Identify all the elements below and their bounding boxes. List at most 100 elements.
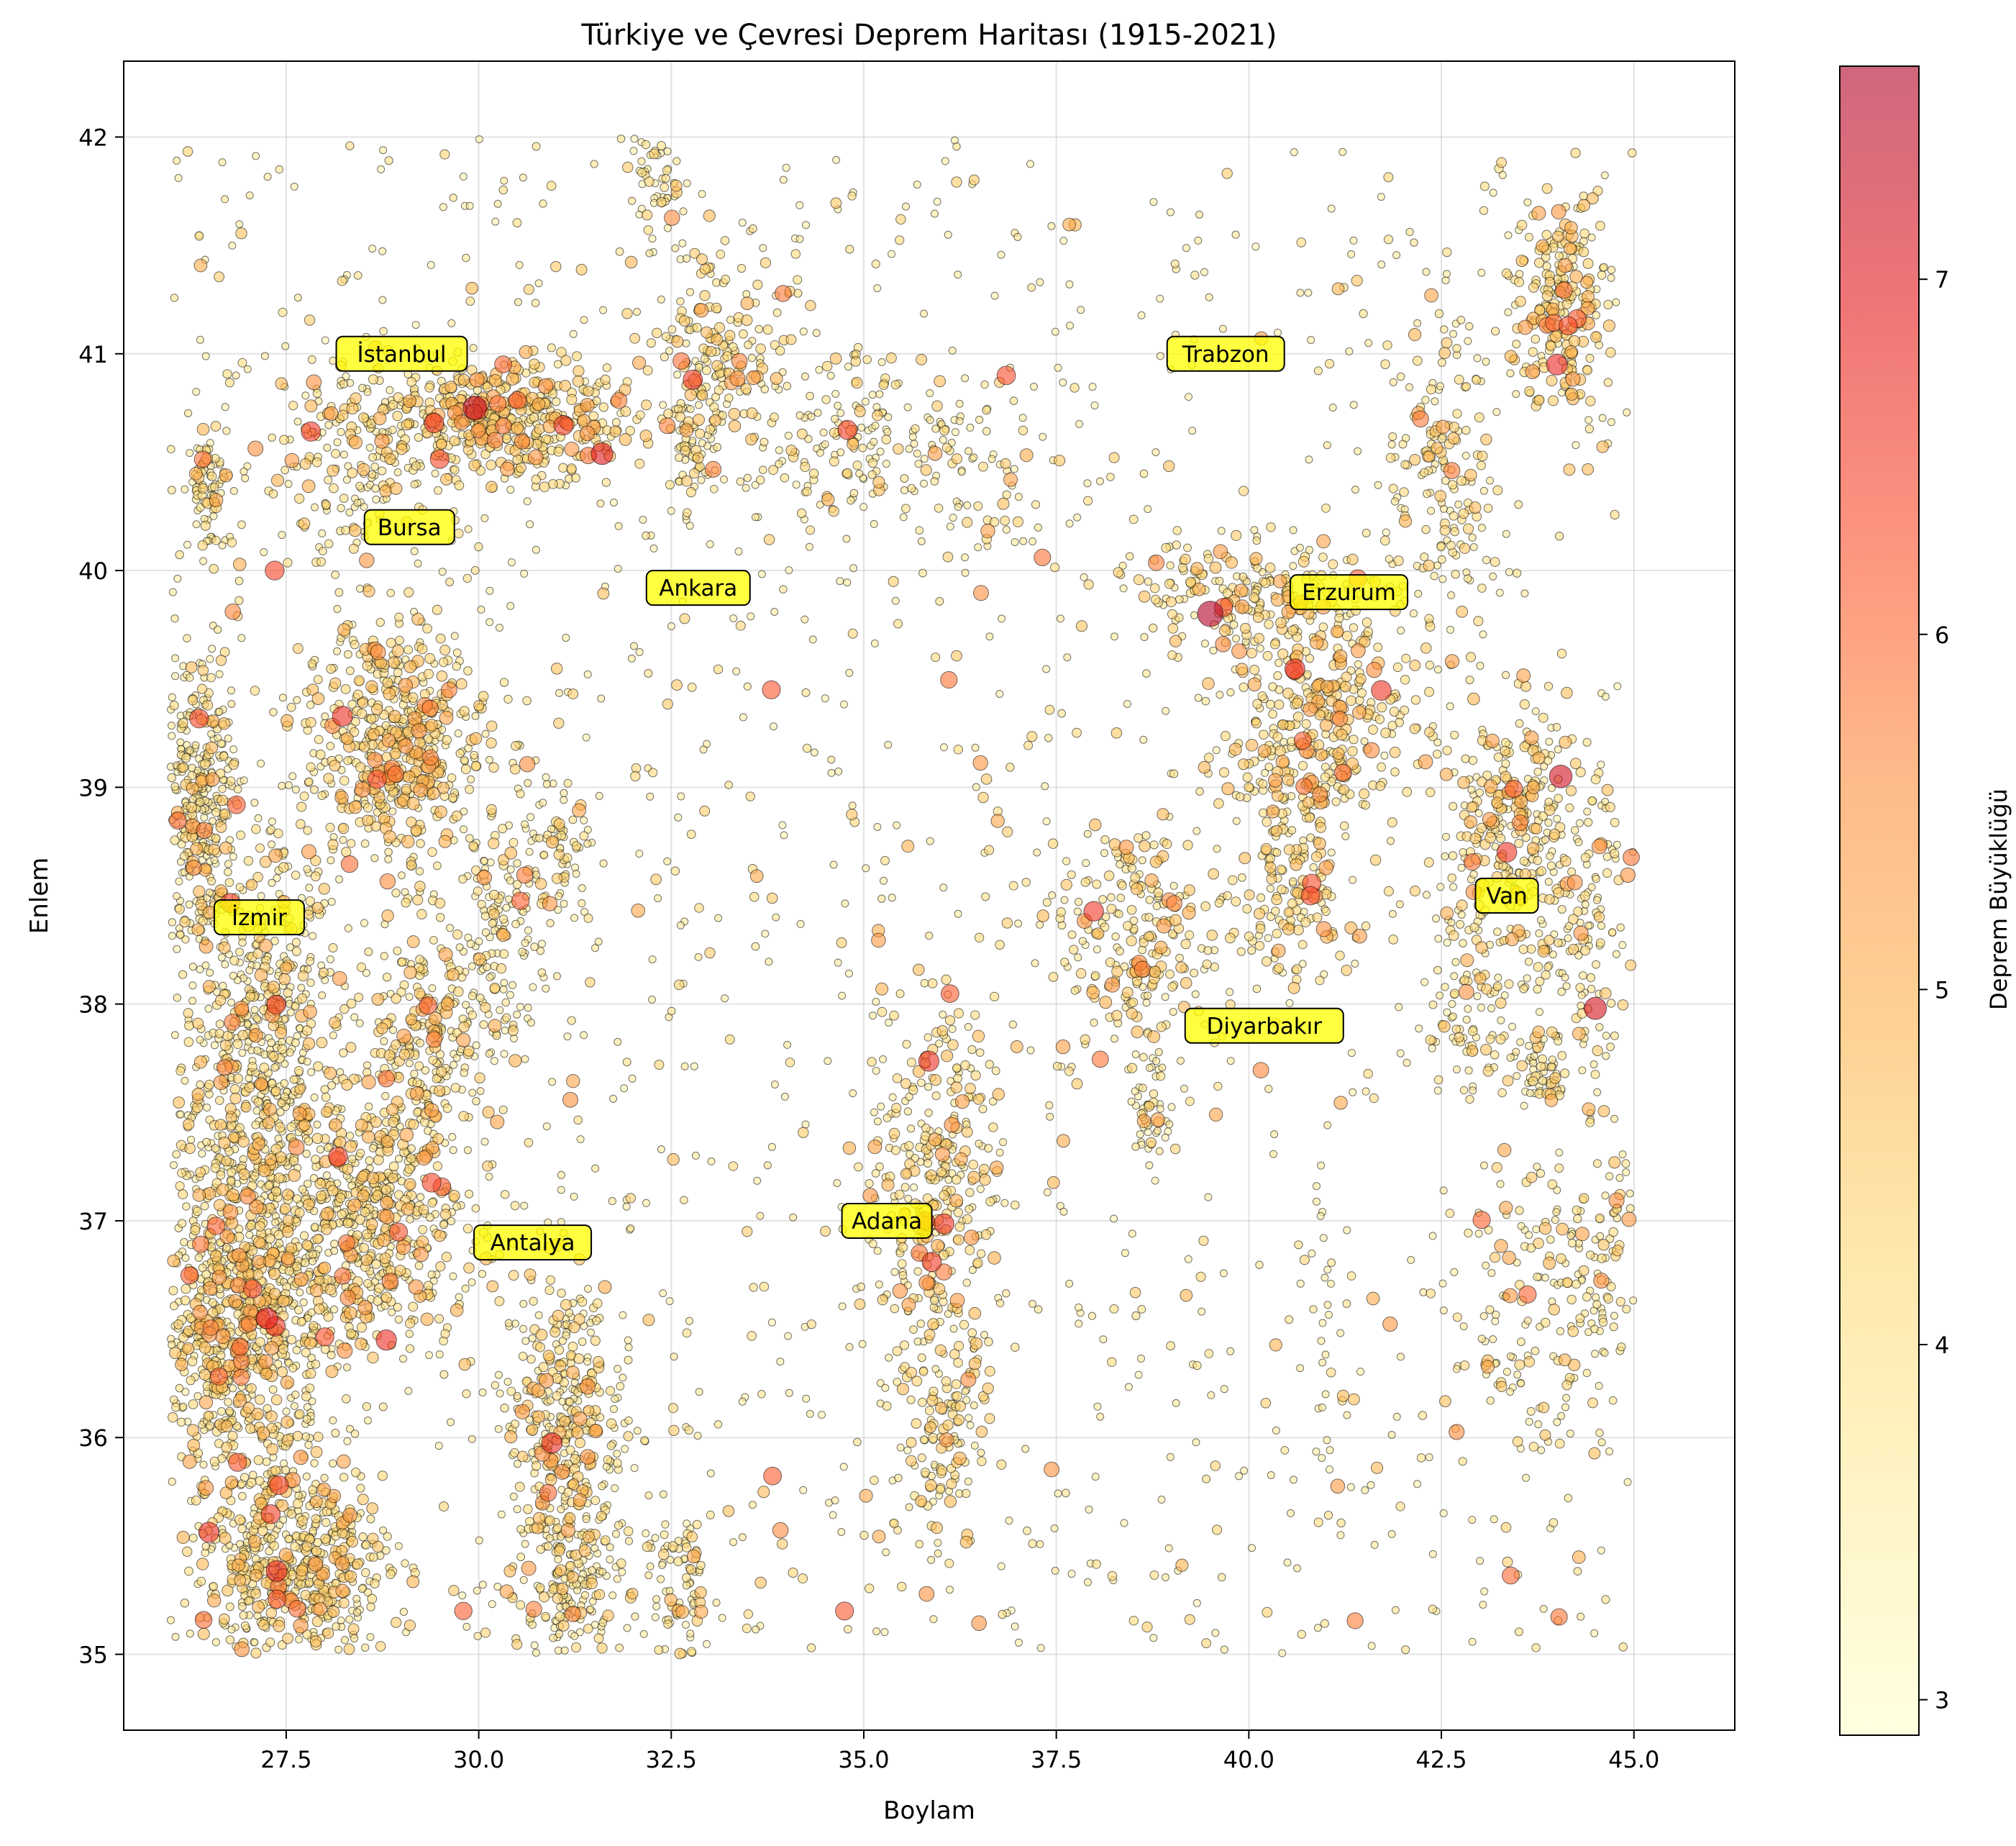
earthquake-point <box>1487 477 1494 484</box>
earthquake-point <box>1237 947 1245 955</box>
earthquake-point <box>195 1254 203 1262</box>
earthquake-point <box>1349 876 1356 883</box>
earthquake-point <box>1132 1311 1140 1319</box>
earthquake-point <box>167 1617 174 1624</box>
earthquake-point <box>1596 1429 1604 1437</box>
earthquake-point <box>292 1391 299 1399</box>
earthquake-point <box>1597 922 1605 929</box>
earthquake-point <box>1294 1565 1301 1572</box>
earthquake-point <box>346 1616 353 1623</box>
earthquake-point <box>944 231 952 238</box>
earthquake-point <box>1075 898 1082 905</box>
earthquake-point <box>913 181 921 188</box>
earthquake-point <box>512 920 520 928</box>
earthquake-point <box>1602 1032 1610 1040</box>
earthquake-point <box>748 354 755 361</box>
earthquake-point <box>871 640 878 647</box>
earthquake-point <box>1464 1005 1472 1012</box>
earthquake-point <box>619 1374 626 1381</box>
earthquake-point <box>1365 340 1372 347</box>
earthquake-point <box>293 1346 301 1354</box>
earthquake-point <box>280 1080 288 1088</box>
earthquake-point <box>411 547 418 555</box>
earthquake-point <box>1613 950 1620 958</box>
earthquake-point <box>366 444 373 451</box>
earthquake-point <box>998 615 1005 622</box>
earthquake-point <box>846 669 853 676</box>
earthquake-point <box>977 1449 985 1456</box>
earthquake-point <box>654 895 662 902</box>
earthquake-point <box>470 751 478 759</box>
earthquake-point <box>975 544 982 551</box>
earthquake-point <box>1227 1058 1234 1065</box>
earthquake-point <box>950 1325 957 1332</box>
earthquake-point <box>1492 327 1500 335</box>
earthquake-point <box>494 200 501 207</box>
earthquake-point <box>507 486 514 494</box>
earthquake-point <box>806 543 813 550</box>
earthquake-point <box>914 1268 922 1276</box>
earthquake-point <box>554 973 561 980</box>
earthquake-point <box>1318 1404 1326 1411</box>
earthquake-point <box>901 486 908 494</box>
earthquake-point <box>1220 1270 1227 1277</box>
earthquake-point <box>998 251 1005 258</box>
earthquake-point <box>1116 947 1124 955</box>
earthquake-point <box>358 1585 366 1593</box>
earthquake-point <box>1367 1481 1374 1488</box>
earthquake-point <box>1192 1439 1200 1446</box>
earthquake-point <box>285 1535 293 1543</box>
earthquake-point <box>1602 1596 1610 1604</box>
earthquake-point <box>619 1311 626 1319</box>
earthquake-point <box>173 994 181 1001</box>
earthquake-point <box>870 1109 877 1116</box>
earthquake-point <box>918 1454 926 1462</box>
earthquake-point <box>554 360 562 368</box>
earthquake-point <box>446 578 454 586</box>
earthquake-point <box>414 433 422 441</box>
earthquake-point <box>439 1221 447 1229</box>
earthquake-point <box>785 567 793 574</box>
earthquake-point <box>1547 1063 1555 1071</box>
earthquake-point <box>465 835 473 842</box>
earthquake-point <box>1523 975 1531 982</box>
earthquake-point <box>532 546 539 553</box>
earthquake-point <box>1003 491 1011 499</box>
earthquake-point <box>1205 1193 1212 1201</box>
earthquake-point <box>506 877 514 884</box>
earthquake-point <box>1601 172 1608 179</box>
earthquake-point <box>224 868 232 876</box>
earthquake-point <box>1031 501 1039 509</box>
earthquake-point <box>1619 1151 1626 1158</box>
earthquake-point <box>1076 420 1083 427</box>
earthquake-point <box>1084 1578 1091 1586</box>
earthquake-point <box>1618 1343 1625 1351</box>
earthquake-point <box>189 796 196 803</box>
earthquake-point <box>979 1105 987 1113</box>
earthquake-point <box>469 1089 476 1096</box>
earthquake-point <box>439 568 446 576</box>
earthquake-point <box>796 412 803 419</box>
earthquake-point <box>453 649 461 657</box>
earthquake-point <box>616 1644 624 1652</box>
earthquake-point <box>526 848 533 855</box>
earthquake-point <box>1339 148 1346 155</box>
earthquake-point <box>389 426 396 433</box>
earthquake-point <box>1097 478 1104 485</box>
earthquake-point <box>968 1045 976 1053</box>
earthquake-point <box>1527 1407 1535 1415</box>
earthquake-point <box>615 522 622 529</box>
earthquake-point <box>617 135 625 143</box>
earthquake-point <box>1464 337 1472 345</box>
earthquake-point <box>223 427 230 435</box>
earthquake-point <box>214 626 222 633</box>
earthquake-point <box>1431 572 1438 580</box>
earthquake-point <box>555 1556 562 1563</box>
earthquake-point <box>850 565 857 572</box>
earthquake-point <box>882 1549 890 1556</box>
earthquake-point <box>610 499 617 506</box>
earthquake-point <box>1003 1290 1010 1297</box>
earthquake-point <box>367 1515 375 1523</box>
earthquake-point <box>1029 538 1036 545</box>
earthquake-point <box>972 744 979 751</box>
